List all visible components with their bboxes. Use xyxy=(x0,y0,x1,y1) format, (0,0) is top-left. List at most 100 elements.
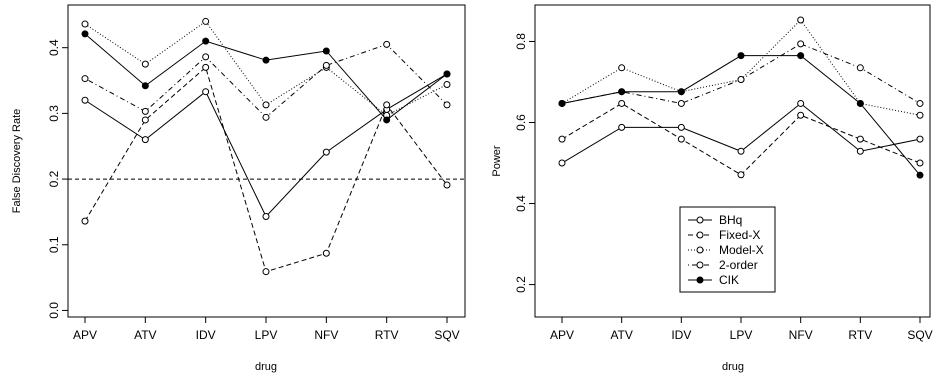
x-tick-label: RTV xyxy=(848,328,872,342)
legend-label-bhq: BHq xyxy=(719,213,742,227)
point-2-order xyxy=(322,61,330,69)
fdr-panel: 0.0 0.1 0.2 0.3 0.4 APV ATV IDV LPV NFV RTV SQV dr… xyxy=(11,4,466,373)
point-bhq xyxy=(81,96,89,104)
y-tick-label: 0.2 xyxy=(514,276,528,293)
series-line-fixed-x xyxy=(561,102,921,176)
point-cik xyxy=(916,171,924,179)
point-2-order xyxy=(443,101,451,109)
y-tick-label: 0.8 xyxy=(514,33,528,50)
legend-marker-bhq xyxy=(696,216,704,224)
legend-marker-model-x xyxy=(696,246,704,254)
legend-box xyxy=(679,206,776,293)
fdr-series-layer xyxy=(81,17,451,276)
x-tick-label: SQV xyxy=(907,328,932,342)
point-2-order xyxy=(81,75,89,83)
point-2-order xyxy=(677,99,685,107)
point-bhq xyxy=(141,136,149,144)
y-tick-label: 0.0 xyxy=(47,302,61,319)
y-tick-label: 0.4 xyxy=(514,195,528,212)
point-cik xyxy=(383,116,391,124)
x-tick-label: LPV xyxy=(255,328,278,342)
point-cik xyxy=(322,47,330,55)
point-fixed-x xyxy=(262,268,270,276)
point-2-order xyxy=(737,76,745,84)
point-2-order xyxy=(856,64,864,72)
legend-label-fixed-x: Fixed-X xyxy=(719,228,760,242)
point-cik xyxy=(202,37,210,45)
legend-marker-2-order xyxy=(696,261,704,269)
x-tick-label: NFV xyxy=(789,328,813,342)
x-tick-label: NFV xyxy=(314,328,338,342)
series-line-model-x xyxy=(561,19,921,116)
point-bhq xyxy=(558,159,566,167)
series-line-model-x xyxy=(84,20,448,116)
point-2-order xyxy=(262,113,270,121)
point-fixed-x xyxy=(856,135,864,143)
point-fixed-x xyxy=(81,217,89,225)
point-2-order xyxy=(202,53,210,61)
x-tick-label: APV xyxy=(73,328,97,342)
point-model-x xyxy=(81,20,89,28)
point-model-x xyxy=(443,80,451,88)
point-cik xyxy=(797,52,805,60)
x-tick-label: LPV xyxy=(730,328,753,342)
point-cik xyxy=(737,52,745,60)
point-2-order xyxy=(916,99,924,107)
legend-marker-fixed-x xyxy=(696,231,704,239)
y-tick-label: 0.3 xyxy=(47,105,61,122)
power-series-layer xyxy=(558,16,924,179)
point-fixed-x xyxy=(443,181,451,189)
y-tick-label: 0.6 xyxy=(514,114,528,131)
point-model-x xyxy=(916,111,924,119)
series-line-cik xyxy=(561,55,921,176)
x-tick-label: APV xyxy=(550,328,574,342)
x-tick-label: IDV xyxy=(671,328,691,342)
power-y-axis: 0.2 0.4 0.6 0.8 xyxy=(514,33,535,293)
point-bhq xyxy=(677,123,685,131)
point-bhq xyxy=(618,123,626,131)
legend-label-model-x: Model-X xyxy=(719,243,764,257)
fdr-y-axis-title: False Discovery Rate xyxy=(11,109,23,214)
point-2-order xyxy=(141,107,149,115)
point-model-x xyxy=(141,60,149,68)
point-fixed-x xyxy=(558,135,566,143)
point-cik xyxy=(141,82,149,90)
point-fixed-x xyxy=(141,116,149,124)
point-bhq xyxy=(262,213,270,221)
point-bhq xyxy=(916,135,924,143)
point-bhq xyxy=(202,88,210,96)
fdr-x-axis: APV ATV IDV LPV NFV RTV SQV xyxy=(73,317,460,342)
point-cik xyxy=(618,88,626,96)
power-panel: 0.20.40.60.8 APV ATV IDV LPV NFV RTV SQV drug … xyxy=(491,4,933,373)
x-tick-label: SQV xyxy=(434,328,459,342)
point-fixed-x xyxy=(322,249,330,257)
fdr-y-axis: 0.0 0.1 0.2 0.3 0.4 xyxy=(47,39,68,319)
point-fixed-x xyxy=(383,101,391,109)
point-bhq xyxy=(856,147,864,155)
fdr-x-axis-title: drug xyxy=(255,361,277,373)
x-tick-label: ATV xyxy=(134,328,156,342)
point-model-x xyxy=(797,16,805,24)
point-cik xyxy=(558,99,566,107)
power-y-axis-title: Power xyxy=(491,145,503,177)
series-line-fixed-x xyxy=(84,66,448,273)
point-cik xyxy=(262,56,270,64)
point-fixed-x xyxy=(202,63,210,71)
legend-label-2-order: 2-order xyxy=(719,258,758,272)
y-tick-label: 0.4 xyxy=(47,39,61,56)
point-bhq xyxy=(737,147,745,155)
power-x-axis: APV ATV IDV LPV NFV RTV SQV xyxy=(550,317,933,342)
point-cik xyxy=(81,30,89,38)
y-tick-label: 0.1 xyxy=(47,236,61,253)
series-line-bhq xyxy=(84,73,448,218)
point-2-order xyxy=(797,40,805,48)
point-fixed-x xyxy=(618,99,626,107)
point-model-x xyxy=(618,64,626,72)
power-plot-box xyxy=(534,4,931,318)
point-cik xyxy=(677,88,685,96)
point-fixed-x xyxy=(916,159,924,167)
point-fixed-x xyxy=(797,111,805,119)
